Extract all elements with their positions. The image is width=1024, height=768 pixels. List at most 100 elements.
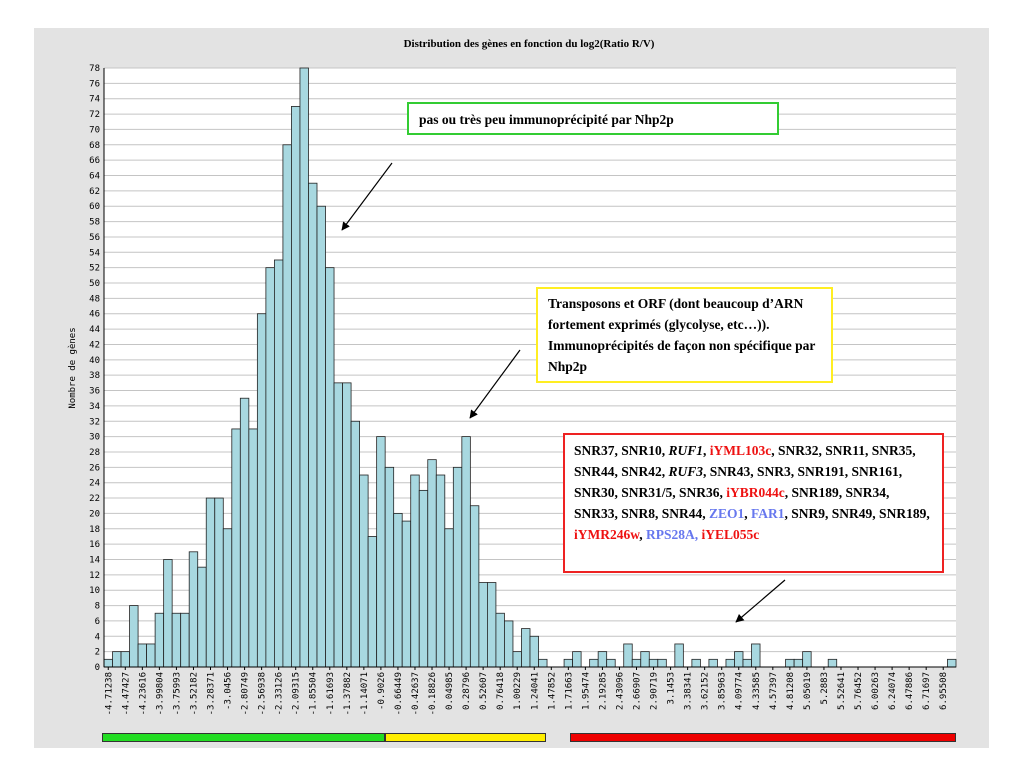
x-tick-label: -4.23616 [138, 672, 148, 715]
y-tick-label: 78 [89, 64, 100, 74]
histogram-bar [299, 67, 309, 668]
histogram-bar [393, 513, 403, 668]
arrow [341, 162, 393, 231]
range-bar-red [570, 733, 956, 742]
y-tick-label: 76 [89, 79, 100, 89]
histogram-bar [180, 612, 190, 668]
y-tick-label: 24 [89, 479, 100, 489]
x-tick-label: -1.14071 [360, 672, 370, 715]
x-tick-label: 3.1453 [667, 672, 677, 705]
y-tick-label: 36 [89, 387, 100, 397]
annotation-green-box: pas ou très peu immunoprécipité par Nhp2… [407, 102, 779, 135]
y-tick-label: 10 [89, 586, 100, 596]
histogram-bar [333, 382, 343, 668]
chart-title: Distribution des gènes en fonction du lo… [403, 38, 655, 50]
histogram-bar [691, 658, 701, 668]
x-tick-label: 2.43096 [615, 672, 625, 710]
histogram-bar [589, 658, 599, 668]
x-tick-label: 1.24041 [530, 672, 540, 710]
x-tick-label: -3.52182 [189, 672, 199, 715]
range-bar-green [102, 733, 385, 742]
y-tick-label: 30 [89, 433, 100, 443]
histogram-bar [734, 651, 744, 668]
y-tick-label: 8 [95, 602, 100, 612]
histogram-bar [640, 651, 650, 668]
y-tick-label: 38 [89, 371, 100, 381]
x-tick-label: 3.85963 [718, 672, 728, 710]
histogram-bar [163, 559, 173, 668]
histogram-bar [452, 466, 463, 668]
histogram-bar [188, 551, 199, 668]
histogram-bar [529, 635, 539, 668]
histogram-bar [282, 144, 292, 668]
range-bar-yellow [385, 733, 546, 742]
annotation-text-segment: , SNR9, SNR49, SNR189, [784, 506, 930, 521]
y-tick-label: 32 [89, 417, 100, 427]
histogram-bar [606, 658, 616, 668]
y-tick-label: 54 [89, 248, 100, 258]
annotation-text-segment: ZEO1 [709, 506, 745, 521]
histogram-bar [504, 620, 514, 668]
histogram-bar [461, 436, 471, 668]
y-tick-label: 26 [89, 463, 100, 473]
histogram-bar [802, 651, 812, 668]
x-tick-label: -2.33126 [275, 672, 285, 715]
histogram-bar [521, 628, 531, 668]
x-tick-label: -0.9026 [377, 672, 387, 710]
y-tick-label: 52 [89, 264, 100, 274]
annotation-text-segment: iYBR044c [726, 485, 785, 500]
y-tick-label: 50 [89, 279, 100, 289]
annotation-arrows [341, 162, 786, 623]
y-tick-label: 20 [89, 509, 100, 519]
histogram-bar [137, 643, 148, 668]
histogram-bar [785, 658, 795, 668]
x-tick-label: 1.71663 [564, 672, 574, 710]
histogram-bar [103, 658, 113, 668]
arrow [469, 349, 521, 419]
y-tick-label: 6 [95, 617, 100, 627]
histogram-bar [129, 605, 139, 668]
y-tick-label: 58 [89, 218, 100, 228]
x-tick-label: 1.47852 [547, 672, 557, 710]
annotation-text-segment: RPS28A, [646, 527, 702, 542]
histogram-bar [146, 643, 156, 668]
x-tick-label: 5.2883 [820, 672, 830, 705]
histogram-bar [231, 428, 241, 668]
histogram-bar [401, 520, 412, 668]
x-tick-label: 0.04985 [445, 672, 455, 710]
y-tick-label: 34 [89, 402, 100, 412]
x-tick-label: -0.42637 [411, 672, 421, 715]
histogram-bar [325, 267, 335, 668]
histogram-bar [273, 259, 284, 668]
x-tick-label: 5.05019 [803, 672, 813, 710]
x-tick-label: -0.66449 [394, 672, 404, 715]
histogram-bar [708, 658, 718, 668]
x-tick-label: 3.38341 [684, 672, 694, 710]
histogram-bar [384, 466, 395, 668]
annotation-text-segment: RUF3 [668, 464, 704, 479]
histogram-bar [947, 658, 957, 668]
x-tick-label: -1.85504 [309, 672, 319, 715]
histogram-bar [563, 658, 574, 668]
x-tick-label: -4.47427 [121, 672, 131, 715]
x-tick-label: -3.99804 [155, 672, 165, 715]
histogram-bar [657, 658, 667, 668]
y-tick-label: 22 [89, 494, 100, 504]
annotation-text-segment: , SNR32, SNR11, SNR35, SNR44, SNR42, [574, 443, 916, 479]
annotation-text-segment: , SNR43, SNR3, SNR191, SNR161, SNR30, SN… [574, 464, 903, 500]
y-tick-label: 72 [89, 110, 100, 120]
x-tick-label: -1.61693 [326, 672, 336, 715]
histogram-bar [827, 658, 838, 668]
histogram-bar [495, 612, 505, 668]
y-tick-label: 74 [89, 95, 100, 105]
histogram-bar [154, 612, 165, 668]
histogram-bar [486, 582, 497, 668]
annotation-text-segment: RUF1 [668, 443, 704, 458]
y-tick-label: 62 [89, 187, 100, 197]
y-tick-label: 56 [89, 233, 100, 243]
histogram-bar [469, 505, 480, 668]
y-tick-label: 66 [89, 156, 100, 166]
annotation-text-segment: , SNR189, SNR34, SNR33, SNR8, SNR44, [574, 485, 890, 521]
histogram-bar [742, 658, 752, 668]
y-tick-label: 68 [89, 141, 100, 151]
